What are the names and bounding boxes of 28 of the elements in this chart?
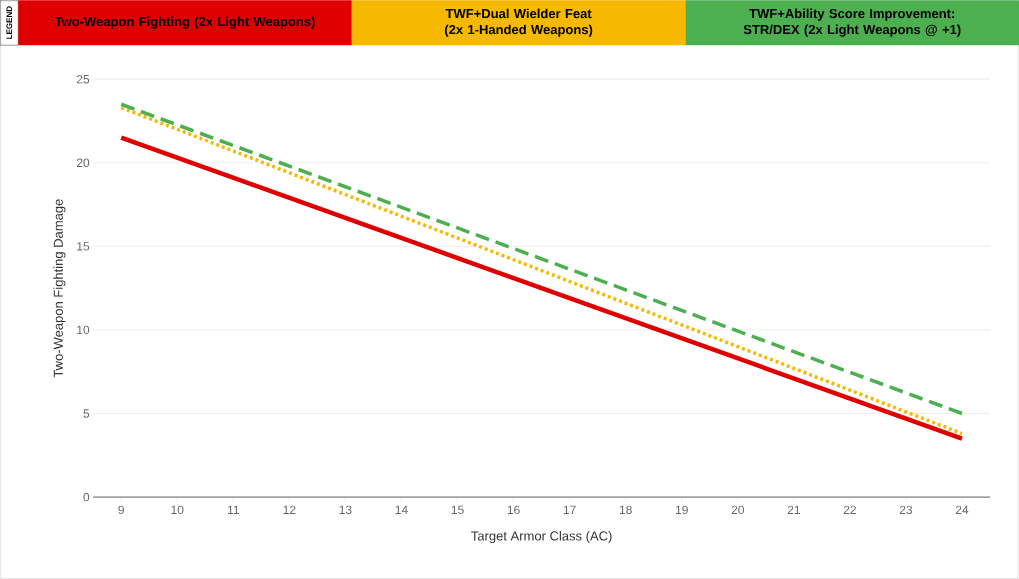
x-tick-label: 22 (843, 505, 856, 514)
x-tick-label: 10 (171, 505, 184, 515)
x-tick-label: 11 (228, 505, 239, 514)
x-tick-label: 20 (731, 505, 744, 515)
x-tick-label: 24 (955, 505, 969, 514)
x-tick-label: 13 (339, 505, 352, 515)
x-tick-label: 16 (507, 505, 520, 515)
y-tick-label: 20 (76, 158, 90, 167)
x-tick-label: 23 (899, 505, 913, 515)
text: TWF+Dual Wielder Feat (2x 1-Handed Weapons) (444, 8, 593, 37)
x-tick-label: 18 (619, 505, 632, 515)
y-tick-label: 15 (77, 242, 90, 251)
y-tick-label: 5 (83, 409, 90, 418)
text: TWF+Ability Score Improvement: STR/DEX (2x Light Weapons @ +1) (743, 8, 961, 37)
text: Two-Weapon Fighting (2x Light Weapons) (54, 16, 315, 29)
y-tick-label: 0 (83, 492, 90, 502)
y-axis-title: Two-Weapon Fighting Damage (53, 199, 66, 378)
x-tick-label: 9 (118, 505, 124, 515)
y-tick-label: 10 (77, 325, 90, 335)
x-tick-label: 21 (787, 505, 800, 514)
y-tick-label: 25 (76, 74, 90, 84)
x-tick-label: 12 (283, 505, 296, 514)
x-tick-label: 15 (451, 505, 464, 514)
legend-title: LEGEND (6, 6, 13, 39)
x-axis-title: Target Armor Class (AC) (471, 530, 612, 544)
x-tick-label: 19 (675, 505, 688, 515)
x-tick-label: 14 (395, 505, 408, 514)
x-tick-label: 17 (563, 505, 576, 514)
